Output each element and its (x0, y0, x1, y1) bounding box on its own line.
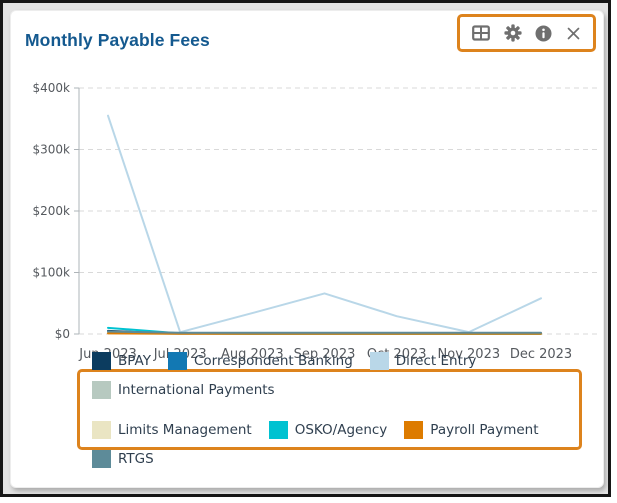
legend-label: Direct Entry (395, 352, 477, 369)
legend-item-limits-management[interactable]: Limits Management (92, 420, 252, 439)
legend-swatch (92, 449, 111, 468)
close-button[interactable] (564, 24, 583, 43)
x-axis-tick-label: Aug 2023 (221, 347, 284, 362)
x-axis-tick-label: Dec 2023 (510, 347, 572, 362)
legend-label: Correspondent Banking (193, 352, 353, 369)
x-axis-tick-label: Nov 2023 (438, 347, 501, 362)
legend-item-payroll-payment[interactable]: Payroll Payment (404, 420, 539, 439)
legend-item-osko-agency[interactable]: OSKO/Agency (268, 420, 388, 439)
legend-item-rtgs[interactable]: RTGS (92, 449, 154, 468)
y-axis-tick-label: $100k (33, 266, 71, 280)
legend: BPAY Correspondent Banking Direct Entry Int… (77, 351, 582, 468)
y-axis-tick-label: $300k (33, 143, 71, 157)
gear-icon (503, 24, 522, 42)
legend-item-direct-entry[interactable]: Direct Entry (369, 351, 477, 370)
series-line-direct-entry (107, 114, 542, 334)
table-view-button[interactable] (470, 23, 492, 43)
legend-item-correspondent-banking[interactable]: Correspondent Banking (167, 351, 353, 370)
legend-label: Limits Management (118, 421, 252, 438)
table-icon (471, 25, 490, 41)
chart-widget-card: Monthly Payable Fees (10, 10, 604, 488)
x-axis-tick-label: Sep 2023 (294, 347, 356, 362)
legend-swatch (268, 420, 288, 439)
legend-label: International Payments (118, 381, 275, 398)
legend-swatch (92, 420, 111, 439)
legend-swatch (404, 420, 424, 439)
info-icon (535, 25, 552, 41)
legend-swatch (369, 351, 389, 370)
legend-label: OSKO/Agency (294, 421, 388, 438)
y-axis-tick-label: $0 (55, 327, 70, 341)
legend-item-bpay[interactable]: BPAY (92, 351, 151, 370)
toolbar (457, 14, 596, 52)
legend-swatch (92, 380, 111, 399)
y-axis-tick-label: $400k (33, 81, 71, 95)
page-title: Monthly Payable Fees (25, 30, 210, 50)
info-button[interactable] (533, 23, 554, 44)
legend-label: BPAY (118, 352, 151, 369)
legend-swatch (167, 351, 187, 370)
y-axis-tick-label: $200k (33, 204, 71, 218)
screenshot-frame: Monthly Payable Fees (0, 0, 611, 497)
settings-button[interactable] (502, 22, 524, 44)
close-icon (567, 27, 580, 39)
legend-label: RTGS (118, 450, 154, 467)
legend-swatch (92, 351, 111, 370)
legend-label: Payroll Payment (430, 421, 539, 438)
series-line-rtgs (107, 330, 542, 334)
legend-item-international-payments[interactable]: International Payments (92, 380, 275, 399)
